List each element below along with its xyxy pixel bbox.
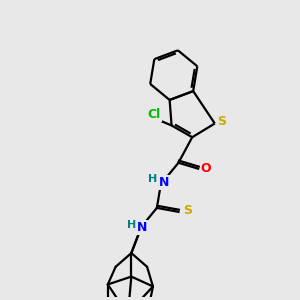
Text: S: S <box>183 204 192 218</box>
Text: S: S <box>217 115 226 128</box>
Text: H: H <box>148 174 158 184</box>
Text: O: O <box>201 162 211 175</box>
Text: H: H <box>127 220 136 230</box>
Text: N: N <box>137 221 147 234</box>
Text: N: N <box>159 176 169 189</box>
Text: Cl: Cl <box>148 108 161 121</box>
